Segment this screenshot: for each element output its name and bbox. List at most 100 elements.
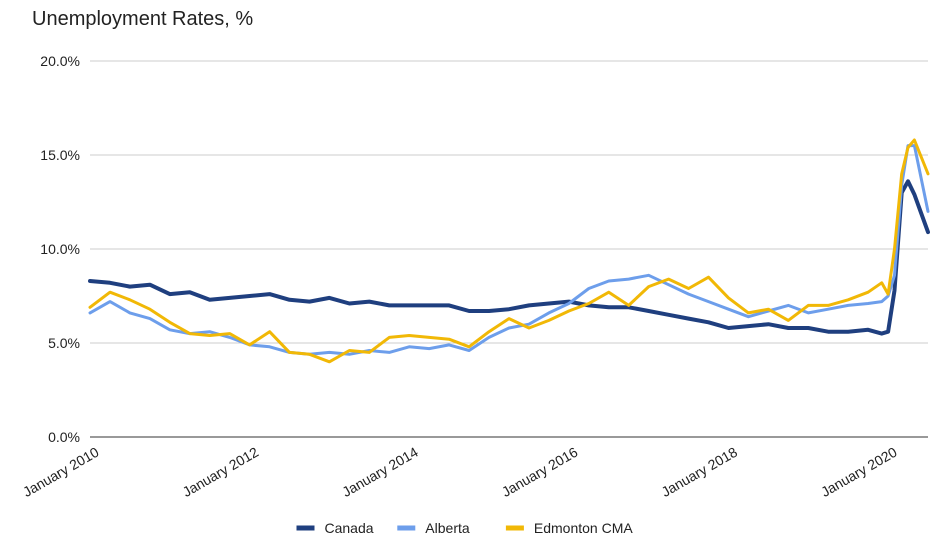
data-point: [893, 274, 896, 277]
data-point: [328, 361, 331, 363]
x-tick-label: January 2016: [499, 444, 581, 500]
data-point: [169, 293, 171, 295]
data-point: [913, 144, 916, 147]
data-point: [468, 346, 470, 348]
y-tick-label: 20.0%: [40, 53, 80, 69]
data-point: [468, 310, 470, 312]
data-point: [248, 295, 251, 297]
data-point: [687, 317, 690, 320]
data-point: [328, 351, 331, 354]
data-point: [428, 336, 431, 339]
data-point: [528, 323, 530, 326]
data-point: [268, 330, 271, 333]
data-point: [568, 302, 570, 305]
y-tick-label: 0.0%: [48, 429, 80, 445]
y-tick-label: 15.0%: [40, 147, 80, 163]
data-point: [408, 304, 411, 307]
series-canada: [88, 179, 930, 336]
data-point: [149, 283, 151, 286]
data-point: [627, 306, 630, 309]
data-point: [747, 325, 750, 327]
data-point: [627, 278, 630, 280]
legend-item: Alberta: [397, 520, 470, 536]
data-point: [109, 291, 111, 294]
data-point: [867, 291, 869, 294]
data-point: [388, 336, 391, 339]
data-point: [228, 332, 231, 335]
data-point: [528, 304, 530, 307]
data-point: [880, 300, 883, 303]
data-point: [847, 299, 849, 301]
data-point: [348, 302, 351, 305]
data-point: [827, 330, 829, 333]
data-point: [687, 293, 690, 295]
data-point: [707, 321, 710, 324]
data-point: [787, 327, 790, 329]
data-point: [767, 308, 770, 311]
data-point: [893, 289, 896, 292]
data-point: [428, 347, 431, 350]
data-point: [388, 351, 391, 354]
data-point: [647, 310, 650, 312]
data-point: [368, 300, 371, 303]
data-point: [508, 308, 510, 311]
data-point: [747, 315, 750, 318]
data-point: [149, 308, 151, 311]
data-point: [867, 329, 869, 331]
data-point: [907, 146, 909, 149]
data-point: [408, 334, 411, 337]
data-point: [169, 321, 171, 324]
data-point: [807, 312, 810, 314]
data-point: [608, 280, 610, 282]
data-point: [268, 346, 271, 348]
data-point: [627, 304, 630, 307]
series-line: [88, 144, 930, 356]
data-point: [867, 302, 869, 305]
series-edmonton-cma: [88, 138, 930, 364]
data-point: [667, 278, 670, 280]
data-point: [169, 329, 171, 331]
data-point: [913, 139, 916, 141]
data-point: [89, 312, 91, 314]
chart-title: Unemployment Rates, %: [32, 8, 254, 30]
data-point: [368, 351, 371, 354]
x-tick-label: January 2014: [339, 444, 421, 500]
data-point: [667, 283, 670, 286]
data-point: [707, 276, 710, 279]
data-point: [228, 297, 231, 299]
data-point: [927, 231, 929, 233]
data-point: [887, 293, 889, 295]
data-point: [747, 312, 750, 314]
data-point: [880, 332, 883, 335]
x-tick-label: January 2010: [20, 444, 102, 500]
data-point: [448, 344, 450, 346]
data-point: [893, 248, 896, 250]
data-point: [348, 349, 351, 352]
data-point: [807, 304, 810, 307]
y-tick-label: 5.0%: [48, 335, 80, 351]
data-point: [647, 285, 650, 288]
data-point: [208, 299, 211, 301]
data-point: [129, 312, 131, 314]
data-point: [667, 314, 670, 316]
legend-label: Canada: [325, 520, 374, 536]
data-point: [847, 304, 849, 307]
data-point: [588, 287, 590, 290]
data-point: [129, 299, 131, 301]
data-point: [408, 346, 411, 348]
data-point: [308, 353, 311, 356]
data-point: [268, 293, 271, 295]
data-point: [827, 308, 829, 311]
x-tick-label: January 2020: [818, 444, 900, 500]
data-point: [288, 299, 291, 301]
legend-item: Edmonton CMA: [505, 520, 633, 536]
data-point: [927, 210, 929, 213]
data-point: [448, 338, 450, 341]
data-point: [508, 327, 510, 329]
data-point: [488, 330, 490, 333]
x-tick-label: January 2012: [180, 444, 262, 500]
data-point: [807, 327, 810, 329]
data-point: [913, 193, 916, 196]
series-alberta: [88, 144, 930, 356]
